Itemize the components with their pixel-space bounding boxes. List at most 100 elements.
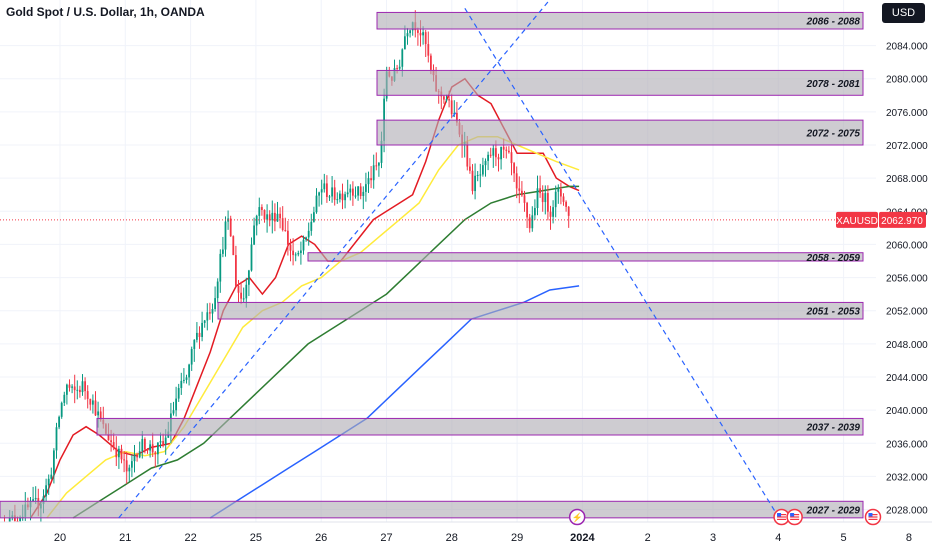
- candle-body: [193, 339, 196, 350]
- candle-body: [513, 163, 515, 174]
- candle-body: [115, 448, 118, 458]
- candle-body: [50, 474, 53, 479]
- currency-button[interactable]: USD: [882, 3, 925, 23]
- supply-demand-zone[interactable]: [376, 69, 864, 96]
- zone-label: 2051 - 2053: [806, 307, 861, 318]
- candle-body: [359, 186, 362, 197]
- candle-body: [424, 32, 427, 45]
- candle-body: [195, 332, 198, 340]
- supply-demand-zone[interactable]: [376, 119, 864, 146]
- x-tick-label: 20: [54, 532, 66, 544]
- candle-body: [354, 195, 357, 197]
- candle-body: [190, 349, 193, 365]
- candle-body: [177, 388, 180, 399]
- candle-body: [154, 452, 157, 455]
- candle-body: [156, 442, 159, 455]
- candle-body: [247, 270, 250, 285]
- supply-demand-zone[interactable]: [307, 252, 864, 262]
- candle-body: [546, 193, 549, 212]
- us-flag-canton: [790, 513, 795, 517]
- candle-body: [422, 32, 424, 36]
- candle-body: [130, 461, 133, 468]
- x-tick-label: 5: [841, 532, 847, 544]
- candle-body: [76, 389, 79, 391]
- x-tick-label: 27: [380, 532, 392, 544]
- candle-body: [34, 497, 37, 500]
- candle-body: [175, 398, 177, 411]
- candle-body: [198, 332, 201, 337]
- candle-body: [279, 213, 281, 219]
- y-tick-label: 2044.000: [886, 373, 928, 384]
- candle-body: [297, 253, 300, 255]
- candle-body: [528, 217, 531, 229]
- candle-body: [338, 193, 341, 200]
- candle-body: [497, 157, 500, 160]
- last-price-tag: [879, 211, 926, 228]
- candle-body: [533, 208, 536, 216]
- candle-body: [541, 193, 544, 203]
- candle-body: [466, 141, 469, 167]
- candle-body: [500, 146, 502, 160]
- candle-body: [219, 253, 222, 282]
- candle-body: [448, 99, 450, 101]
- candle-body: [333, 187, 336, 200]
- supply-demand-zone[interactable]: [0, 500, 864, 519]
- zone-label: 2072 - 2075: [806, 129, 861, 140]
- candle-body: [60, 402, 63, 417]
- candle-body: [263, 209, 266, 220]
- candle-body: [201, 322, 203, 337]
- candle-body: [128, 467, 131, 472]
- candle-body: [123, 459, 125, 461]
- candle-body: [562, 196, 565, 202]
- symbol-tag: [836, 211, 878, 228]
- us-flag-canton: [868, 513, 873, 517]
- supply-demand-zone[interactable]: [96, 417, 864, 436]
- supply-demand-zone[interactable]: [376, 11, 864, 30]
- candle-body: [455, 112, 458, 123]
- candle-body: [141, 438, 144, 452]
- lightning-icon[interactable]: [568, 508, 586, 526]
- candle-body: [146, 449, 149, 451]
- candle-body: [357, 186, 359, 196]
- us-flag-stripe: [790, 516, 800, 518]
- candle-body: [299, 250, 302, 254]
- candle-body: [312, 212, 315, 222]
- candle-body: [47, 478, 50, 486]
- us-flag-icon[interactable]: [864, 508, 882, 526]
- candle-body: [484, 160, 487, 166]
- candle-body: [406, 33, 409, 37]
- candle-body: [143, 438, 146, 450]
- candle-body: [468, 166, 471, 171]
- zone-label: 2086 - 2088: [806, 17, 861, 28]
- candle-body: [507, 150, 510, 153]
- trend-line-falling[interactable]: [464, 7, 783, 523]
- candle-body: [544, 193, 547, 203]
- candle-body: [159, 441, 162, 443]
- candle-body: [86, 391, 89, 399]
- candle-body: [78, 389, 81, 393]
- candle-body: [346, 192, 349, 195]
- candle-body: [552, 207, 554, 217]
- candle-body: [68, 384, 71, 388]
- supply-demand-zone[interactable]: [217, 301, 864, 320]
- candle-body: [523, 195, 526, 203]
- us-flag-icon[interactable]: [786, 508, 803, 526]
- candle-body: [539, 188, 541, 194]
- candle-body: [515, 173, 518, 189]
- candle-body: [328, 196, 331, 198]
- us-flag-icon[interactable]: [773, 508, 790, 526]
- us-flag-stripe: [868, 516, 878, 518]
- candle-body: [32, 499, 34, 502]
- candle-body: [234, 255, 237, 286]
- candle-body: [375, 165, 378, 167]
- candle-body: [450, 100, 453, 115]
- candle-body: [138, 451, 141, 458]
- y-tick-label: 2032.000: [886, 472, 928, 483]
- candle-body: [136, 454, 138, 458]
- candle-body: [331, 187, 333, 197]
- us-flag-stripe: [790, 518, 800, 520]
- candle-body: [245, 284, 248, 299]
- candle-body: [520, 190, 523, 196]
- candle-body: [289, 244, 292, 251]
